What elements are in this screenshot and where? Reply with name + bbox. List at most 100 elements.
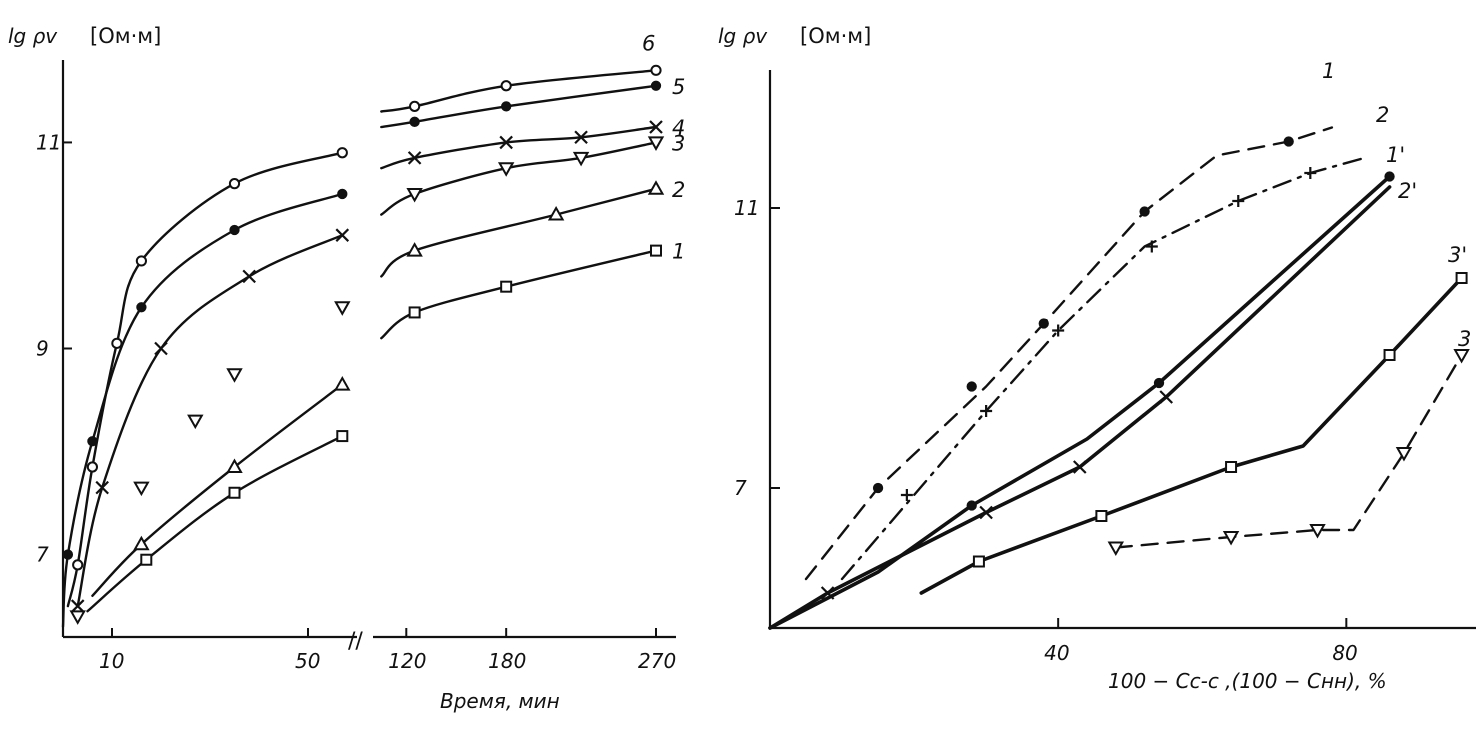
marker-3: [1222, 531, 1240, 546]
x-axis-break-mark: //: [348, 629, 363, 654]
left-markers: [62, 64, 665, 625]
marker-1: [1038, 318, 1049, 329]
curve-6-left: [66, 151, 344, 608]
marker-3': [1095, 510, 1108, 522]
curve-1-right: [380, 249, 658, 340]
curve-3: [1114, 353, 1463, 549]
right-y-axis-label: lg ρv: [718, 24, 768, 48]
marker-2': [1159, 390, 1173, 404]
right-markers: [820, 136, 1470, 600]
marker-2': [979, 505, 993, 520]
left-y-axis-unit: [Ом·м]: [90, 24, 161, 48]
marker-4: [335, 228, 350, 242]
left-y-tick-label: 9: [36, 337, 49, 361]
marker-5: [650, 80, 662, 91]
marker-2: [900, 489, 913, 501]
curve-3-right: [380, 141, 658, 216]
marker-1: [966, 381, 977, 392]
marker-5: [87, 436, 98, 447]
marker-3: [133, 481, 150, 497]
marker-3': [1225, 461, 1238, 473]
left-curves: [61, 69, 658, 628]
marker-3: [1453, 349, 1470, 364]
curve-1: [804, 126, 1334, 581]
marker-1': [1384, 171, 1395, 182]
right-y-tick-label: 7: [734, 476, 747, 500]
marker-2: [1145, 240, 1158, 253]
marker-6: [409, 100, 421, 112]
marker-4: [499, 135, 513, 150]
marker-3: [406, 187, 423, 203]
marker-3: [1395, 447, 1413, 462]
marker-1: [1139, 206, 1150, 217]
left-x-tick-label: 180: [488, 649, 526, 673]
marker-4: [574, 130, 588, 145]
left-y-tick-label: 7: [36, 543, 49, 567]
curve-label-3: 3: [1458, 327, 1471, 351]
curve-6-right: [380, 69, 658, 113]
marker-4: [70, 599, 85, 613]
right-x-tick-label: 80: [1332, 641, 1357, 665]
marker-4: [242, 269, 256, 284]
right-ticks: 7 11 40 80: [734, 196, 1358, 665]
left-x-axis-label: Время, мин: [440, 689, 560, 713]
marker-5: [409, 116, 420, 127]
marker-4: [407, 151, 422, 165]
marker-2: [226, 458, 243, 473]
marker-6: [500, 80, 512, 92]
right-x-axis-label: 100 − Cс-с ,(100 − Cнн), %: [1108, 669, 1387, 693]
marker-3': [1383, 349, 1396, 361]
left-x-tick-label: 120: [388, 649, 426, 673]
left-y-axis-label: lg ρv: [8, 24, 58, 48]
marker-3: [1107, 541, 1125, 557]
right-chart: lg ρv [Ом·м] 100 − Cс-с ,(100 − Cнн), % …: [718, 24, 1476, 693]
curve-5-left: [61, 192, 344, 628]
curve-label-2': 2': [1398, 179, 1417, 203]
left-x-tick-label: 270: [638, 649, 676, 673]
marker-3: [69, 610, 86, 625]
marker-3: [572, 151, 590, 167]
marker-6: [135, 255, 147, 267]
curve-2-right: [380, 187, 658, 278]
curve-label-3: 3: [672, 131, 685, 155]
curve-1-left: [86, 434, 344, 613]
curve-label-1: 1: [672, 240, 685, 264]
right-curve-labels: 1 2 1' 2' 3' 3: [1322, 59, 1471, 351]
marker-2: [334, 376, 351, 391]
right-y-axis-unit: [Ом·м]: [800, 24, 871, 48]
marker-2': [820, 586, 835, 600]
marker-2: [1304, 167, 1317, 179]
left-x-tick-label: 10: [99, 649, 124, 673]
marker-2': [1073, 460, 1087, 474]
marker-1': [966, 500, 977, 511]
curve-5-right: [380, 84, 658, 129]
marker-2: [406, 242, 423, 257]
marker-3: [1309, 524, 1326, 539]
marker-3: [497, 162, 515, 177]
marker-2: [133, 535, 150, 551]
curve-label-5: 5: [672, 75, 685, 99]
marker-2: [1052, 324, 1065, 337]
left-ticks: 7 9 11 10 50 120 180 270: [36, 130, 676, 673]
marker-5: [136, 302, 147, 313]
marker-5: [229, 224, 240, 236]
left-x-tick-label: 50: [295, 649, 320, 673]
right-y-tick-label: 11: [734, 196, 759, 220]
curve-3': [919, 276, 1464, 595]
marker-1: [650, 244, 662, 257]
curve-label-1: 1: [1322, 59, 1335, 83]
marker-4: [154, 341, 168, 356]
marker-2: [980, 405, 993, 417]
left-y-tick-label: 11: [36, 130, 61, 154]
curve-4-right: [380, 125, 658, 170]
marker-3: [187, 414, 204, 430]
marker-2: [1232, 195, 1245, 207]
curve-label-4: 4: [672, 116, 685, 140]
marker-1: [408, 306, 421, 319]
marker-1: [336, 430, 349, 443]
curve-label-1': 1': [1386, 143, 1405, 167]
marker-5: [337, 188, 348, 200]
marker-5: [62, 549, 74, 560]
marker-6: [650, 64, 662, 76]
